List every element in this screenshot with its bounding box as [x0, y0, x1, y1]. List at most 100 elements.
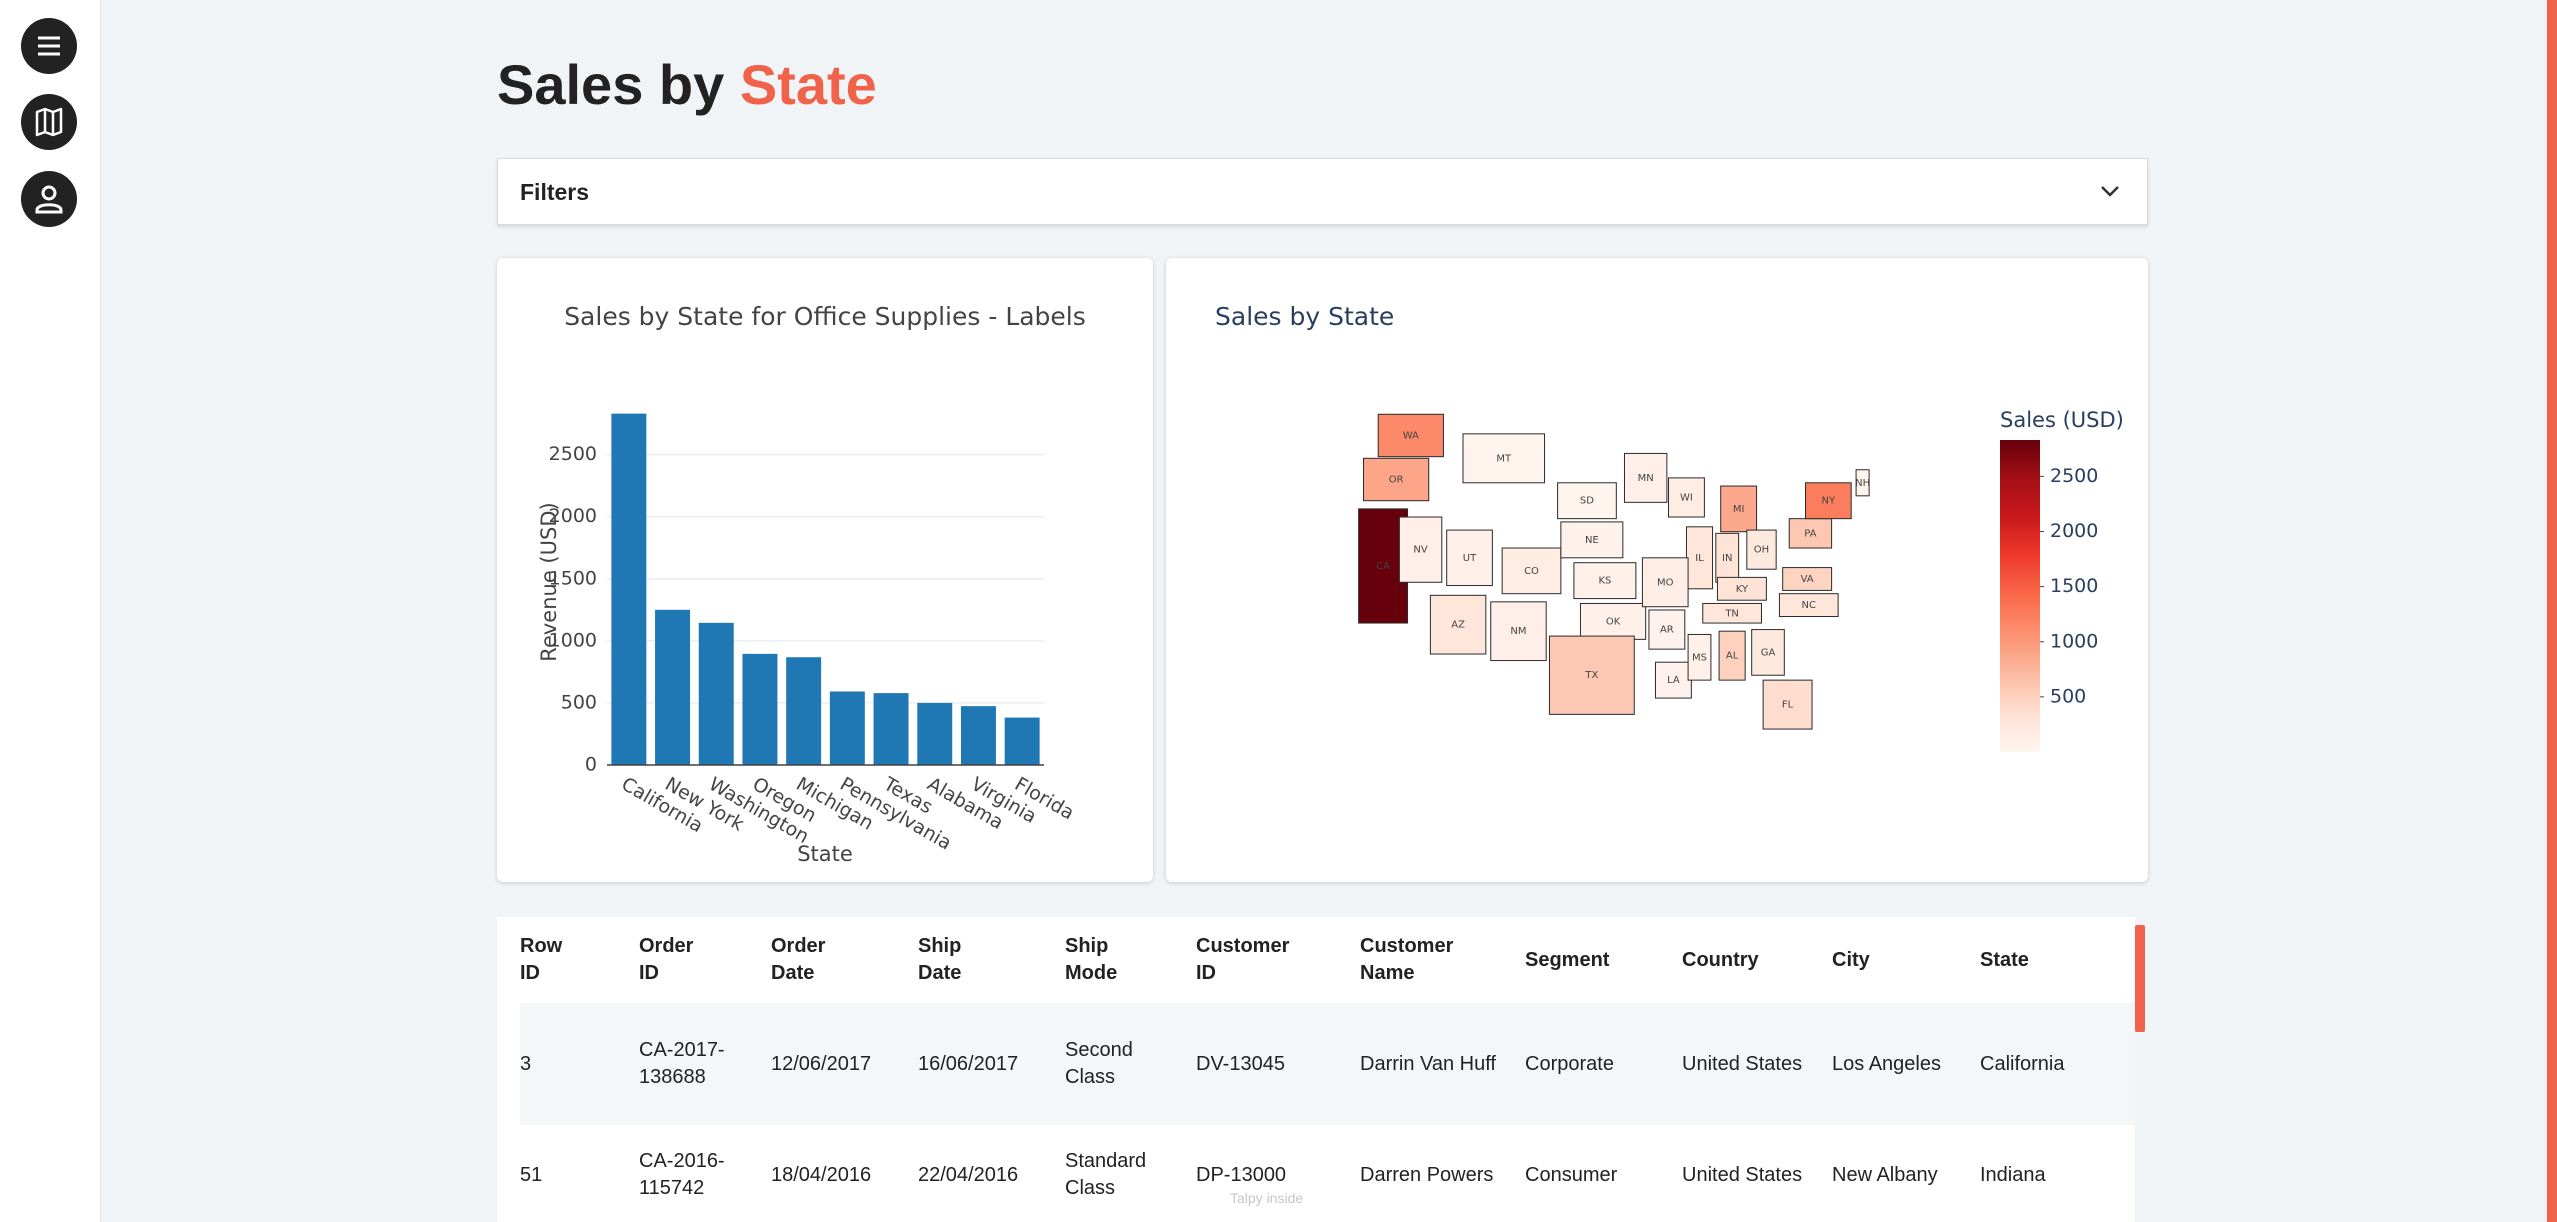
bar — [611, 413, 647, 765]
state-label: NM — [1510, 626, 1526, 637]
bar-card — [497, 258, 1153, 882]
state-label: CO — [1524, 566, 1539, 577]
state — [1718, 630, 1746, 681]
state-label: NE — [1585, 535, 1599, 546]
state-label: PA — [1804, 528, 1816, 539]
cell-text: Second Class — [1065, 1039, 1133, 1088]
cell-text: DP-13000 — [1196, 1163, 1287, 1186]
table-cell: Indiana — [1980, 1125, 2135, 1222]
bar — [698, 622, 734, 765]
state — [1648, 609, 1686, 650]
map-button[interactable] — [21, 94, 77, 150]
sidebar — [0, 0, 101, 1222]
state-label: TN — [1724, 608, 1739, 619]
state — [1702, 602, 1762, 624]
state-label: WA — [1403, 430, 1419, 441]
header-text: Customer ID — [1196, 935, 1290, 984]
state-label: LA — [1667, 675, 1680, 686]
table-scrollbar[interactable] — [2135, 925, 2145, 1032]
state — [1501, 547, 1562, 595]
y-tick-label: 500 — [561, 691, 597, 713]
menu-button[interactable] — [21, 18, 77, 74]
state-label: NY — [1822, 496, 1836, 507]
state — [1548, 635, 1635, 715]
header-text: Ship Mode — [1065, 935, 1118, 984]
state — [1573, 562, 1637, 600]
state — [1751, 629, 1785, 676]
table-cell: 16/06/2017 — [918, 1003, 1065, 1125]
state-label: UT — [1463, 553, 1477, 564]
state — [1462, 433, 1546, 484]
column-header[interactable]: Country — [1682, 917, 1832, 1003]
cell-text: Consumer — [1525, 1163, 1618, 1186]
watermark: Talpy inside — [1230, 1190, 1304, 1206]
data-table: Row ID Order ID Order Date Ship Date Ship Mo… — [497, 917, 2135, 1222]
cell-text: Darren Powers — [1360, 1163, 1494, 1186]
colorbar-tick-label: 1500 — [2050, 575, 2098, 597]
page-scrollbar[interactable] — [2547, 0, 2557, 1222]
colorbar — [2000, 440, 2040, 752]
column-header[interactable]: City — [1832, 917, 1980, 1003]
column-header[interactable]: Row ID — [520, 917, 639, 1003]
colorbar-title: Sales (USD) — [2000, 408, 2124, 432]
state — [1429, 594, 1487, 655]
state — [1377, 413, 1444, 458]
table-cell: 3 — [520, 1003, 639, 1125]
state — [1716, 576, 1767, 601]
column-header[interactable]: Order Date — [771, 917, 918, 1003]
state-label: MS — [1692, 652, 1707, 663]
state — [1685, 526, 1714, 590]
filters-label: Filters — [520, 179, 590, 205]
cell-text: 18/04/2016 — [771, 1163, 872, 1186]
state-label: MT — [1496, 453, 1512, 464]
y-tick-label: 0 — [585, 754, 597, 776]
cell-text: 22/04/2016 — [918, 1163, 1019, 1186]
state-label: OR — [1389, 475, 1404, 486]
chart-title: Sales by State — [1215, 302, 1394, 331]
chevron[interactable] — [2098, 181, 2122, 201]
column-header[interactable]: Ship Date — [918, 917, 1065, 1003]
bar — [655, 609, 691, 765]
state-label: MI — [1733, 504, 1745, 515]
profile-button[interactable] — [21, 171, 77, 227]
cell-text: 51 — [520, 1163, 543, 1186]
table-cell: 22/04/2016 — [918, 1125, 1065, 1222]
state — [1641, 557, 1689, 608]
state — [1398, 516, 1443, 583]
header-text: Customer Name — [1360, 935, 1454, 984]
column-header[interactable]: Customer Name — [1360, 917, 1525, 1003]
y-tick-label: 2500 — [549, 443, 597, 465]
column-header[interactable]: Order ID — [639, 917, 771, 1003]
state-label: IL — [1695, 553, 1704, 564]
column-header[interactable]: Ship Mode — [1065, 917, 1196, 1003]
x-axis-label: State — [797, 842, 853, 866]
table-cell: Corporate — [1525, 1003, 1682, 1125]
table-cell: Darren Powers — [1360, 1125, 1525, 1222]
column-header[interactable]: Customer ID — [1196, 917, 1360, 1003]
column-header[interactable]: State — [1980, 917, 2135, 1003]
header-text: Row ID — [520, 935, 563, 984]
cell-text: California — [1980, 1052, 2065, 1075]
header-text: Country — [1682, 948, 1759, 971]
bar — [829, 691, 865, 765]
table-cell: 18/04/2016 — [771, 1125, 918, 1222]
column-header[interactable]: Segment — [1525, 917, 1682, 1003]
state — [1446, 529, 1493, 587]
state — [1363, 457, 1430, 502]
y-tick-label: 1500 — [549, 567, 597, 589]
table: Row ID Order ID Order Date Ship Date Ship Mo… — [520, 917, 2135, 1222]
title-prefix: Sales by — [497, 53, 740, 116]
filters-panel[interactable]: Filters — [497, 158, 2148, 225]
header-text: Segment — [1525, 948, 1610, 971]
state-label: IN — [1722, 553, 1732, 564]
state-label: KY — [1736, 584, 1749, 595]
header-row: Row ID Order ID Order Date Ship Date Ship Mo… — [520, 917, 2135, 1003]
colorbar-tick-label: 2000 — [2050, 520, 2098, 542]
state-label: FL — [1782, 700, 1794, 711]
state — [1805, 482, 1852, 520]
colorbar-tick-label: 1000 — [2050, 630, 2098, 652]
table-cell: DP-13000 — [1196, 1125, 1360, 1222]
state — [1654, 661, 1692, 699]
cell-text: United States — [1682, 1052, 1803, 1075]
